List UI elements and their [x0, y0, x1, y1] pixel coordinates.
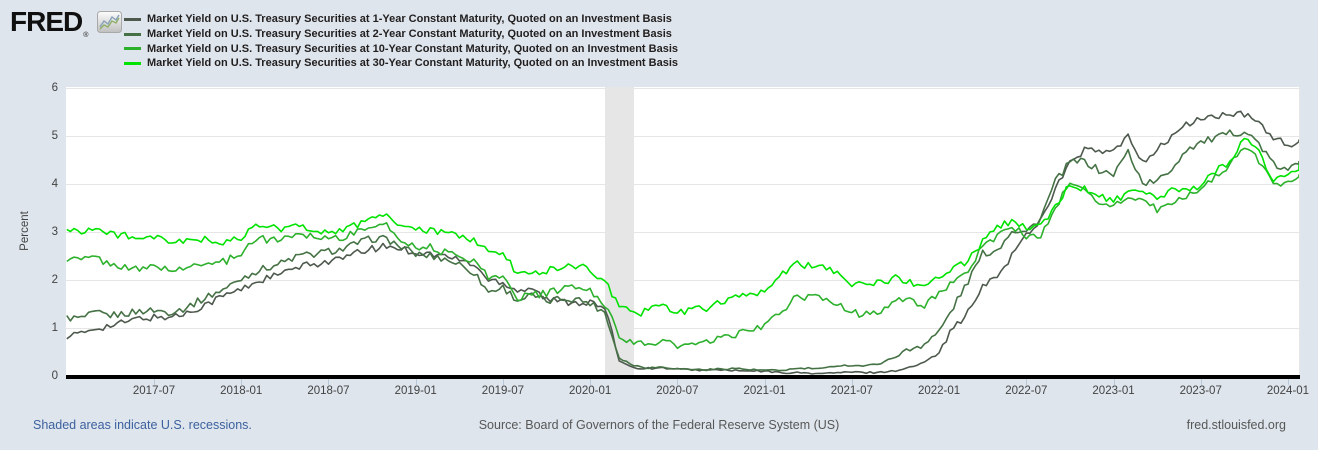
y-tick-label-5: 5 — [51, 130, 58, 142]
x-tick-mark-2021-01 — [764, 379, 766, 385]
legend-label-2: Market Yield on U.S. Treasury Securities… — [147, 28, 672, 41]
x-tick-mark-2020-01 — [590, 379, 592, 385]
x-tick-label-2020-01: 2020-01 — [569, 385, 612, 397]
gridline-y4 — [66, 184, 1299, 185]
plot-area — [66, 87, 1300, 376]
x-tick-mark-2018-07 — [328, 379, 330, 385]
fred-logo-text: FRED — [10, 6, 83, 37]
x-tick-mark-2018-01 — [241, 379, 243, 385]
x-tick-label-2023-01: 2023-01 — [1092, 385, 1135, 397]
x-tick-mark-2023-01 — [1113, 379, 1115, 385]
x-tick-label-2022-07: 2022-07 — [1005, 385, 1048, 397]
fred-logo[interactable]: FRED® — [10, 6, 122, 39]
x-tick-label-2022-01: 2022-01 — [917, 385, 961, 397]
legend-swatch-2 — [124, 32, 141, 36]
x-tick-mark-2024-01 — [1287, 379, 1289, 385]
series-line-4 — [66, 137, 1299, 317]
gridline-y5 — [66, 136, 1299, 137]
x-tick-label-2023-07: 2023-07 — [1179, 385, 1222, 397]
legend-label-3: Market Yield on U.S. Treasury Securities… — [147, 42, 679, 55]
registered-mark-icon: ® — [83, 32, 89, 39]
legend-swatch-3 — [124, 47, 141, 51]
y-tick-label-1: 1 — [51, 322, 58, 334]
x-tick-mark-2017-07 — [154, 379, 155, 385]
x-tick-label-2018-01: 2018-01 — [220, 385, 263, 397]
chart-footer: Shaded areas indicate U.S. recessions. S… — [0, 416, 1318, 434]
series-line-3 — [66, 147, 1299, 350]
legend-item-3: Market Yield on U.S. Treasury Securities… — [124, 41, 678, 56]
x-tick-label-2021-01: 2021-01 — [743, 385, 786, 397]
x-tick-mark-2021-07 — [851, 379, 853, 385]
fred-graph-icon — [96, 11, 122, 38]
y-tick-label-6: 6 — [51, 82, 58, 94]
source-text: Source: Board of Governors of the Federa… — [478, 418, 840, 432]
legend-swatch-4 — [124, 61, 141, 65]
x-tick-label-2017-07: 2017-07 — [132, 385, 176, 397]
x-tick-mark-2019-01 — [415, 379, 417, 385]
gridline-y1 — [66, 328, 1299, 329]
x-tick-mark-2019-07 — [502, 379, 504, 385]
legend-item-1: Market Yield on U.S. Treasury Securities… — [124, 12, 678, 27]
chart-area: Percent 0 1 2 3 4 5 6 2017-07 2018-01 2018-07 2019… — [19, 82, 1310, 397]
x-tick-mark-2023-07 — [1200, 379, 1202, 385]
legend-label-4: Market Yield on U.S. Treasury Securities… — [147, 57, 679, 70]
y-tick-label-0: 0 — [51, 370, 58, 382]
x-tick-mark-2022-01 — [939, 379, 941, 385]
y-tick-label-3: 3 — [51, 226, 58, 238]
x-tick-label-2024-01: 2024-01 — [1266, 385, 1310, 397]
chart-legend: Market Yield on U.S. Treasury Securities… — [124, 12, 678, 71]
fred-site-link[interactable]: fred.stlouisfed.org — [1186, 418, 1286, 432]
x-tick-mark-2022-07 — [1026, 379, 1028, 385]
x-tick-mark-2020-07 — [677, 379, 679, 385]
x-tick-label-2018-07: 2018-07 — [307, 385, 350, 397]
gridline-y3 — [66, 232, 1299, 233]
y-tick-label-4: 4 — [51, 178, 58, 190]
x-tick-label-2021-07: 2021-07 — [830, 385, 873, 397]
x-tick-label-2019-01: 2019-01 — [394, 385, 437, 397]
legend-item-4: Market Yield on U.S. Treasury Securities… — [124, 56, 678, 71]
recession-note-link[interactable]: Shaded areas indicate U.S. recessions. — [33, 418, 252, 432]
legend-label-1: Market Yield on U.S. Treasury Securities… — [147, 13, 672, 26]
x-tick-label-2020-07: 2020-07 — [656, 385, 699, 397]
legend-item-2: Market Yield on U.S. Treasury Securities… — [124, 27, 678, 42]
legend-swatch-1 — [124, 17, 141, 21]
x-axis-line — [66, 375, 1300, 379]
gridline-y2 — [66, 280, 1299, 281]
gridline-y6 — [66, 88, 1299, 89]
x-tick-label-2019-07: 2019-07 — [481, 385, 525, 397]
series-line-2 — [66, 129, 1299, 372]
y-tick-label-2: 2 — [51, 274, 58, 286]
series-line-1 — [66, 110, 1299, 375]
